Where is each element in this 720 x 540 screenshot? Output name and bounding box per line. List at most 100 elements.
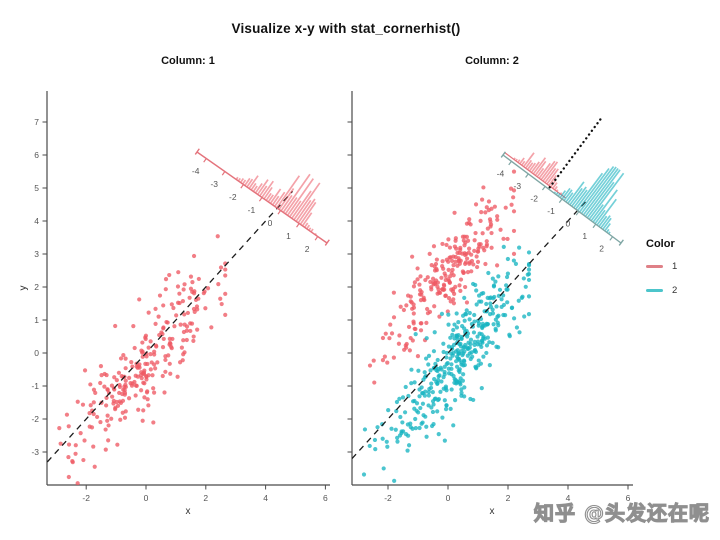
data-point bbox=[457, 250, 462, 255]
data-point bbox=[122, 388, 127, 393]
data-point bbox=[505, 236, 510, 242]
hist-bar bbox=[267, 194, 274, 203]
data-point bbox=[187, 295, 192, 300]
data-point bbox=[446, 237, 451, 242]
data-point bbox=[473, 282, 478, 288]
data-point bbox=[443, 273, 448, 278]
data-point bbox=[381, 466, 386, 471]
data-point bbox=[492, 204, 497, 209]
scatter-points-group-2 bbox=[361, 244, 532, 483]
data-point bbox=[464, 308, 469, 313]
x-tick-label: 2 bbox=[203, 493, 208, 503]
data-point bbox=[475, 342, 480, 347]
data-point bbox=[400, 395, 406, 400]
data-point bbox=[448, 335, 453, 340]
data-point bbox=[451, 327, 456, 333]
data-point bbox=[449, 287, 454, 292]
data-point bbox=[474, 254, 479, 259]
data-point bbox=[521, 276, 526, 281]
data-point bbox=[431, 280, 436, 285]
data-point bbox=[148, 352, 153, 357]
data-point bbox=[145, 361, 150, 367]
data-point bbox=[523, 284, 528, 289]
data-point bbox=[392, 478, 397, 483]
legend-item-group2: 2 bbox=[646, 285, 677, 296]
hist-bar bbox=[524, 159, 533, 169]
data-point bbox=[484, 343, 490, 348]
data-point bbox=[160, 373, 165, 379]
data-point bbox=[470, 324, 475, 329]
hist-bar bbox=[252, 185, 258, 192]
data-point bbox=[450, 258, 455, 264]
y-axis-label: y bbox=[18, 286, 29, 291]
data-point bbox=[91, 400, 96, 405]
hist-bar bbox=[594, 209, 606, 225]
corner-histogram-1 bbox=[504, 152, 566, 199]
data-point bbox=[495, 217, 500, 222]
data-point bbox=[418, 274, 423, 279]
data-point bbox=[219, 301, 224, 307]
data-point bbox=[144, 354, 149, 359]
data-point bbox=[421, 377, 426, 382]
data-point bbox=[443, 384, 449, 389]
data-point bbox=[459, 390, 464, 395]
data-point bbox=[102, 384, 107, 389]
data-point bbox=[457, 367, 462, 372]
data-point bbox=[425, 306, 430, 312]
data-point bbox=[465, 353, 470, 358]
data-point bbox=[174, 313, 179, 318]
hist-bar bbox=[588, 172, 625, 220]
hist-bar bbox=[561, 187, 571, 200]
hist-bar bbox=[584, 169, 621, 217]
data-point bbox=[81, 457, 86, 463]
data-point bbox=[410, 426, 415, 431]
corner-tick-label: -2 bbox=[530, 193, 538, 203]
hist-bar bbox=[284, 197, 298, 215]
data-point bbox=[152, 352, 157, 357]
data-point bbox=[140, 418, 145, 423]
data-point bbox=[466, 346, 471, 351]
data-point bbox=[481, 354, 486, 359]
data-point bbox=[161, 326, 166, 331]
data-point bbox=[484, 239, 489, 244]
data-point bbox=[471, 262, 476, 267]
data-point bbox=[439, 379, 444, 384]
data-point bbox=[209, 325, 214, 330]
data-point bbox=[117, 382, 122, 388]
data-point bbox=[431, 349, 437, 354]
data-point bbox=[372, 437, 378, 443]
data-point bbox=[385, 444, 390, 449]
hist-bar bbox=[526, 162, 534, 171]
data-point bbox=[446, 312, 451, 317]
data-point bbox=[420, 391, 425, 396]
data-point bbox=[408, 421, 413, 426]
data-point bbox=[455, 337, 460, 342]
data-point bbox=[462, 385, 467, 390]
data-point bbox=[143, 335, 148, 340]
data-point bbox=[446, 366, 451, 371]
hist-bar bbox=[288, 200, 302, 218]
x-tick-label: 0 bbox=[144, 493, 149, 503]
data-point bbox=[191, 253, 197, 259]
data-point bbox=[430, 409, 436, 415]
corner-tick-label: 0 bbox=[268, 218, 273, 228]
identity-line bbox=[352, 200, 587, 460]
data-point bbox=[106, 423, 111, 428]
data-point bbox=[89, 425, 95, 430]
data-point bbox=[404, 345, 409, 350]
data-point bbox=[513, 261, 519, 266]
data-point bbox=[429, 381, 434, 386]
hist-bar bbox=[254, 183, 263, 194]
data-point bbox=[181, 352, 186, 357]
data-point bbox=[447, 245, 453, 250]
data-point bbox=[372, 380, 377, 385]
hist-bar bbox=[536, 167, 545, 178]
x-tick-label: -2 bbox=[384, 493, 392, 503]
data-point bbox=[476, 323, 481, 328]
data-point bbox=[494, 304, 499, 309]
data-point bbox=[75, 399, 80, 404]
data-point bbox=[393, 427, 398, 432]
data-point bbox=[460, 378, 465, 383]
data-point bbox=[109, 416, 114, 421]
data-point bbox=[495, 214, 500, 219]
